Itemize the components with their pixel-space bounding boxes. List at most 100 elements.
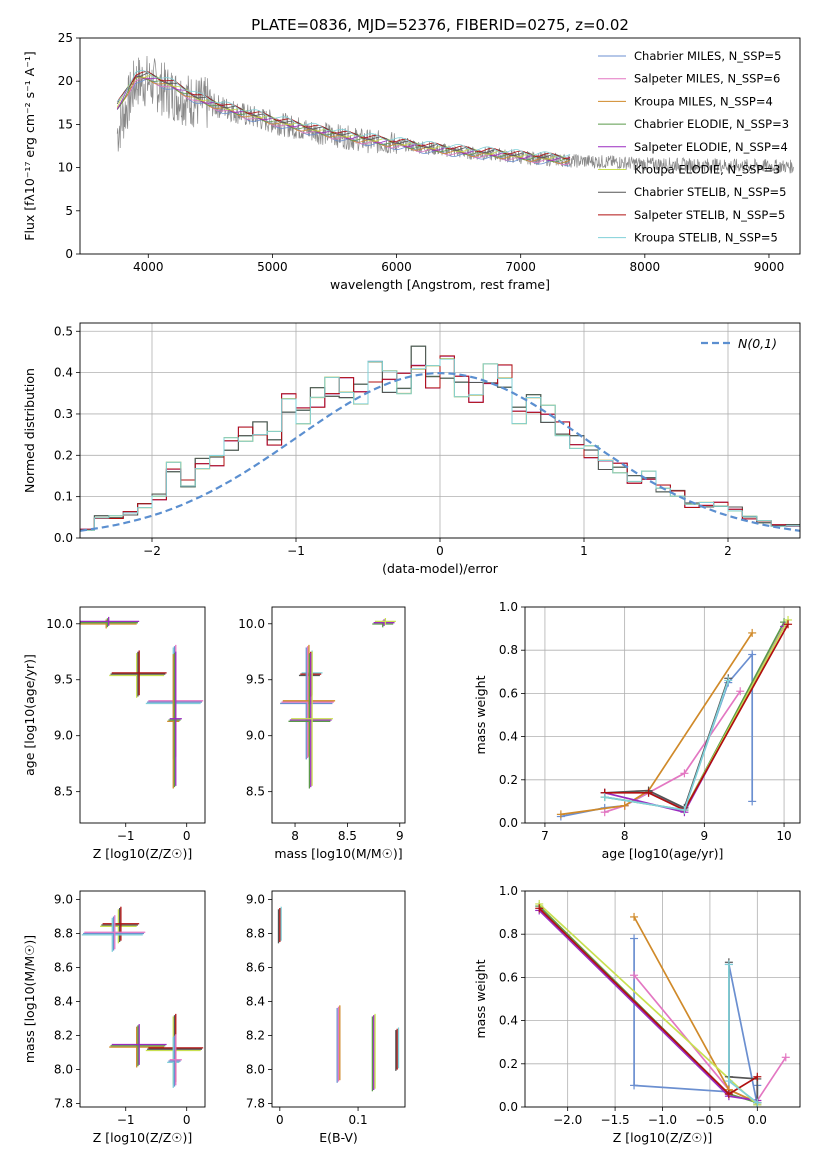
x-axis-label: age [log10(age/yr)]	[602, 846, 724, 861]
y-tick-label: 0	[65, 247, 73, 261]
axes-frame	[271, 890, 406, 1108]
y-tick-label: 25	[58, 31, 73, 45]
x-axis-label: wavelength [Angstrom, rest frame]	[330, 277, 550, 292]
y-tick-label: 0.6	[499, 970, 518, 984]
plot-area	[81, 906, 204, 1088]
mass-weight-vs-metallicity-panel: −2.0 −1.5 −1.0 −0.5 0.0 0.0 0.2 0.4 0.6 0.8 1.0 Z […	[473, 884, 801, 1145]
axes-frame	[524, 606, 801, 824]
mass-weight-line	[560, 632, 753, 816]
y-tick-label: 8.6	[54, 961, 73, 975]
legend-label: Salpeter ELODIE, N_SSP=4	[634, 140, 788, 154]
legend-label: Kroupa ELODIE, N_SSP=3	[634, 163, 780, 177]
histogram-step	[80, 355, 800, 530]
axes-frame	[271, 606, 406, 824]
y-axis-label: mass weight	[473, 675, 488, 754]
plot-area	[535, 899, 790, 1107]
y-tick-label: 0.5	[54, 324, 73, 338]
x-tick-label: −1	[287, 544, 305, 558]
y-tick-label: 10	[58, 161, 73, 175]
y-tick-label: 8.0	[54, 1063, 73, 1077]
mass-weight-line	[538, 903, 758, 1106]
y-tick-label: 8.8	[246, 927, 265, 941]
y-tick-label: 8.5	[54, 785, 73, 799]
plot-area	[116, 55, 794, 174]
x-tick-label: 2	[724, 544, 732, 558]
x-tick-label: 10	[776, 829, 791, 843]
x-tick-label: 0	[276, 1113, 284, 1127]
residual-histogram-panel: −2 −1 0 1 2 0.0 0.1 0.2 0.3 0.4 0.5 (data-model)/er…	[22, 322, 801, 576]
x-tick-label: −0.5	[695, 1113, 724, 1127]
x-tick-label: 1	[580, 544, 588, 558]
x-tick-label: 0	[436, 544, 444, 558]
y-tick-label: 9.0	[54, 729, 73, 743]
y-tick-label: 1.0	[499, 600, 518, 614]
y-tick-label: 0.2	[54, 448, 73, 462]
x-tick-label: 6000	[381, 260, 412, 274]
y-tick-label: 10.0	[46, 617, 73, 631]
y-axis-label: age [log10(age/yr)]	[22, 654, 37, 776]
x-axis-label: mass [log10(M/M☉)]	[274, 846, 402, 861]
y-tick-label: 0.2	[499, 1057, 518, 1071]
x-tick-label: 7000	[505, 260, 536, 274]
mass-weight-vs-age-panel: 7 8 9 10 0.0 0.2 0.4 0.6 0.8 1.0 age [log10(age/yr…	[473, 600, 801, 861]
x-tick-label: 8	[291, 829, 299, 843]
axes-frame	[79, 37, 801, 255]
y-tick-label: 9.0	[246, 729, 265, 743]
x-tick-label: −2.0	[553, 1113, 582, 1127]
y-tick-label: 0.1	[54, 490, 73, 504]
y-tick-label: 9.5	[246, 673, 265, 687]
mass-weight-line	[604, 625, 785, 814]
spectrum-panel: 4000 5000 6000 7000 8000 9000 0 5 10 15 20 25 wavele…	[22, 31, 801, 292]
mass-vs-ebv-panel: 0 0.1 7.8 8.0 8.2 8.4 8.6 8.8 9.0 E(B-V)	[246, 890, 406, 1145]
x-tick-label: −1.5	[601, 1113, 630, 1127]
x-tick-label: 8.5	[338, 829, 357, 843]
y-tick-label: 8.0	[246, 1063, 265, 1077]
x-tick-label: 5000	[257, 260, 288, 274]
mass-weight-line	[538, 907, 758, 1096]
plot-area	[556, 615, 793, 821]
legend-label: Chabrier ELODIE, N_SSP=3	[634, 117, 789, 131]
plot-area	[277, 906, 400, 1092]
legend-label: Kroupa MILES, N_SSP=4	[634, 94, 773, 108]
y-tick-label: 9.0	[54, 893, 73, 907]
axes-frame	[79, 322, 801, 539]
y-tick-label: 0.3	[54, 407, 73, 421]
legend-label: Salpeter MILES, N_SSP=6	[634, 72, 780, 86]
x-tick-label: 9	[701, 829, 709, 843]
axes-frame	[79, 606, 206, 824]
y-axis-label: mass weight	[473, 959, 488, 1038]
mass-vs-metallicity-panel: −1 0 7.8 8.0 8.2 8.4 8.6 8.8 9.0 Z [log10(Z/Z☉)] m…	[22, 890, 206, 1145]
x-axis-label: (data-model)/error	[382, 561, 499, 576]
x-tick-label: 0.0	[748, 1113, 767, 1127]
y-tick-label: 8.4	[246, 995, 265, 1009]
x-tick-label: 9000	[754, 260, 785, 274]
x-axis-label: Z [log10(Z/Z☉)]	[93, 846, 193, 861]
y-tick-label: 9.0	[246, 893, 265, 907]
x-tick-label: 0.1	[349, 1113, 368, 1127]
mass-weight-line	[604, 680, 730, 811]
y-tick-label: 1.0	[499, 884, 518, 898]
x-tick-label: 8000	[630, 260, 661, 274]
y-tick-label: 0.0	[54, 531, 73, 545]
x-axis-label: Z [log10(Z/Z☉)]	[93, 1130, 193, 1145]
y-tick-label: 0.4	[499, 1014, 518, 1028]
y-tick-label: 7.8	[246, 1097, 265, 1111]
model-spectrum-line	[116, 72, 571, 161]
normal-curve	[80, 371, 800, 532]
x-tick-label: −1	[117, 1113, 135, 1127]
y-tick-label: 8.4	[54, 995, 73, 1009]
figure-title: PLATE=0836, MJD=52376, FIBERID=0275, z=0…	[251, 16, 629, 34]
y-axis-label: Normed distribution	[22, 368, 37, 493]
y-tick-label: 8.8	[54, 927, 73, 941]
axes-frame	[524, 890, 801, 1108]
legend-label: N(0,1)	[738, 336, 777, 351]
mass-weight-line	[604, 690, 741, 814]
legend-label: Kroupa STELIB, N_SSP=5	[634, 231, 778, 245]
plot-area	[80, 345, 800, 532]
y-tick-label: 8.2	[54, 1029, 73, 1043]
y-tick-label: 0.4	[54, 366, 73, 380]
y-tick-label: 9.5	[54, 673, 73, 687]
y-axis-label: Flux [fλ10⁻¹⁷ erg cm⁻² s⁻¹ A⁻¹]	[22, 51, 37, 240]
plot-area	[80, 616, 204, 789]
